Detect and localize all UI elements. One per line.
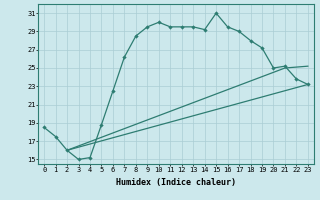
X-axis label: Humidex (Indice chaleur): Humidex (Indice chaleur) [116,178,236,187]
